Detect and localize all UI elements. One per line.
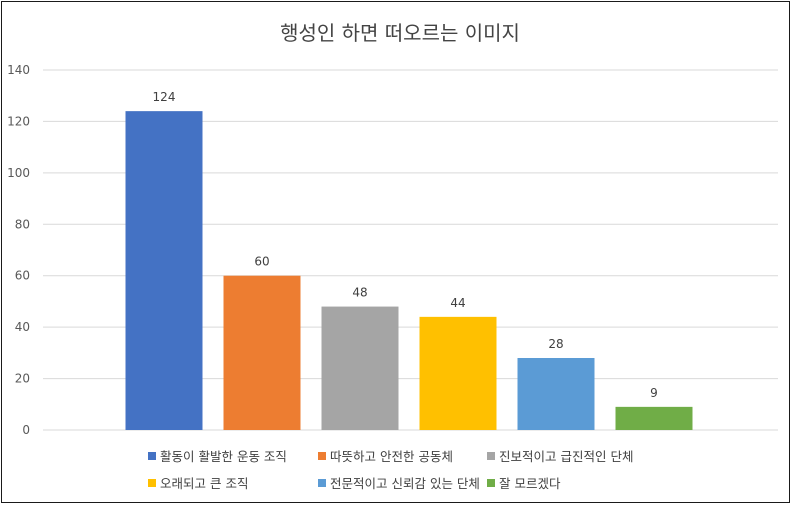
legend-label: 따뜻하고 안전한 공동체 <box>330 449 453 464</box>
bar <box>517 358 595 430</box>
data-label: 60 <box>254 255 269 269</box>
legend-label: 진보적이고 급진적인 단체 <box>499 449 633 464</box>
y-tick-label: 120 <box>7 114 30 128</box>
legend-swatch <box>318 452 326 460</box>
y-tick-label: 20 <box>15 372 30 386</box>
data-label: 28 <box>548 337 563 351</box>
legend-label: 전문적이고 신뢰감 있는 단체 <box>330 476 480 491</box>
bar <box>615 406 693 430</box>
y-tick-label: 80 <box>15 217 30 231</box>
legend-label: 활동이 활발한 운동 조직 <box>160 449 287 464</box>
legend-swatch <box>487 452 495 460</box>
data-label: 48 <box>352 286 367 300</box>
y-tick-label: 100 <box>7 166 30 180</box>
data-label: 44 <box>450 296 465 310</box>
y-tick-label: 40 <box>15 320 30 334</box>
bar <box>321 306 399 430</box>
legend: 활동이 활발한 운동 조직 따뜻하고 안전한 공동체 진보적이고 급진적인 단체오래… <box>148 449 633 491</box>
y-tick-label: 60 <box>15 269 30 283</box>
data-label: 9 <box>650 386 658 400</box>
bar <box>223 275 301 430</box>
y-tick-label: 0 <box>22 423 30 437</box>
legend-swatch <box>148 452 156 460</box>
legend-label: 잘 모르겠다 <box>499 476 561 491</box>
legend-swatch <box>318 479 326 487</box>
data-label: 124 <box>153 90 176 104</box>
legend-swatch <box>487 479 495 487</box>
data-labels: 124 60 48 44 28 9 <box>153 90 658 400</box>
bars <box>125 111 693 431</box>
bar <box>125 111 203 431</box>
chart-title: 행성인 하면 떠오르는 이미지 <box>280 21 520 45</box>
legend-label: 오래되고 큰 조직 <box>160 476 248 491</box>
y-axis: 0 20 40 60 80 100 120 140 <box>7 63 30 437</box>
y-tick-label: 140 <box>7 63 30 77</box>
legend-swatch <box>148 479 156 487</box>
bar <box>419 316 497 430</box>
